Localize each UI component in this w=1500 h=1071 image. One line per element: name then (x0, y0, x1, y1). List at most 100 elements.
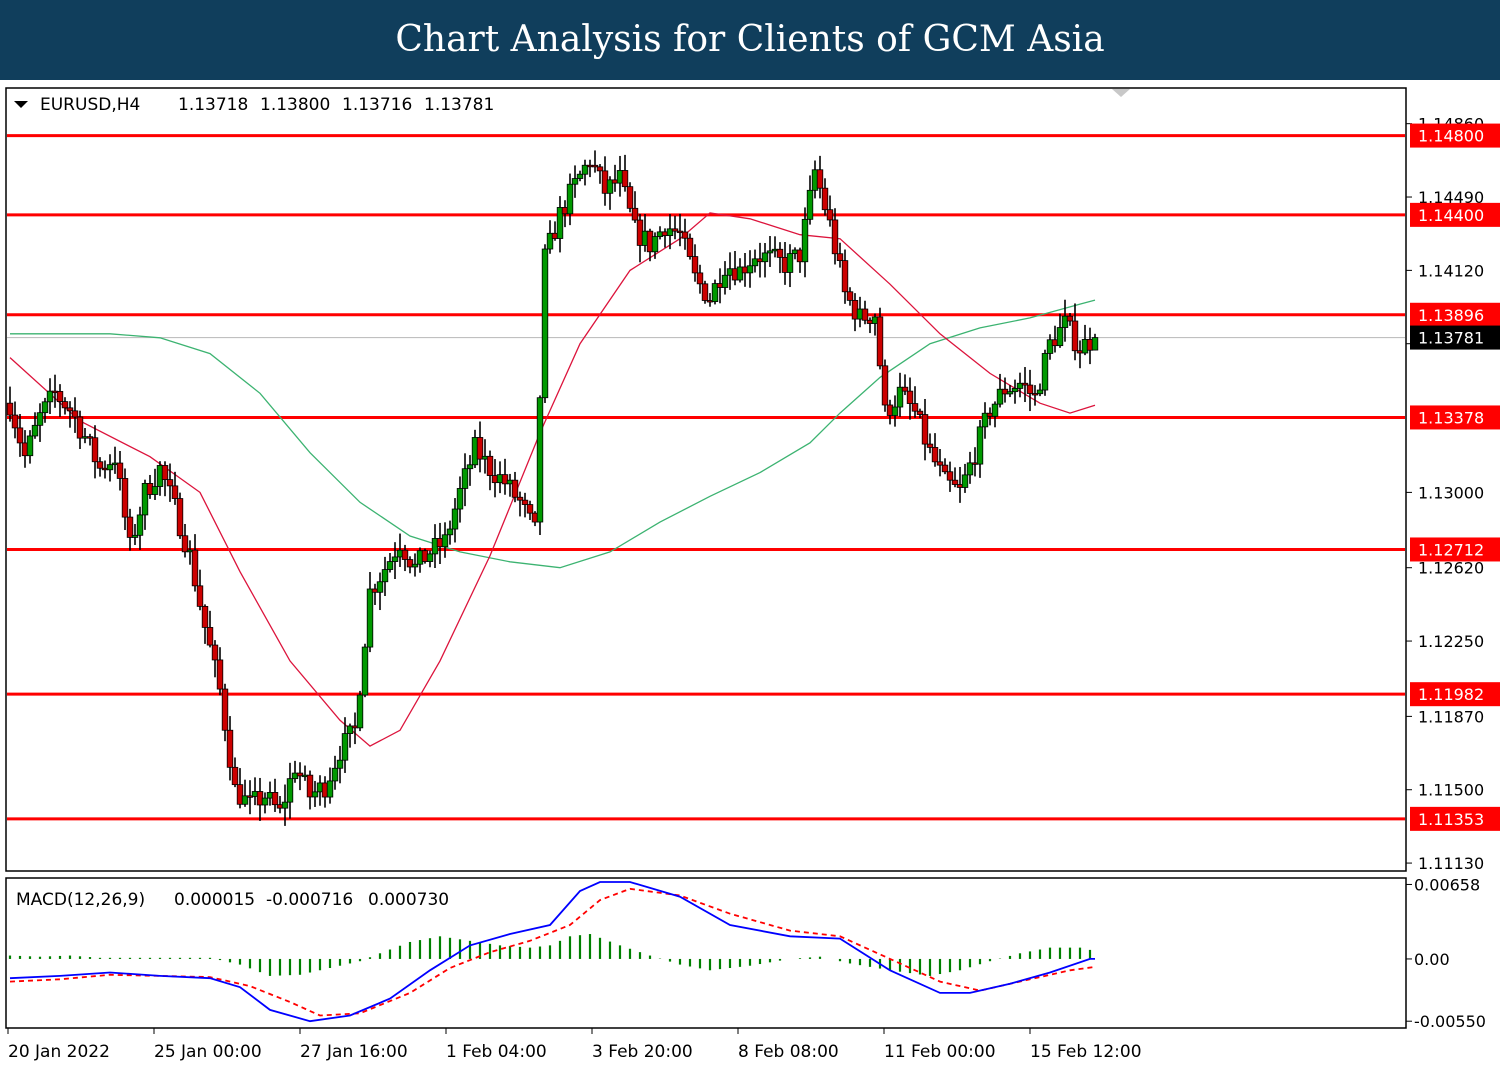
candle-body (356, 694, 364, 729)
candle-body (816, 169, 824, 189)
candle-body (1066, 315, 1074, 322)
candle-body (71, 410, 79, 418)
candle-body (226, 729, 234, 768)
candle-body (516, 496, 524, 501)
candle-body (776, 248, 784, 258)
level-price-label: 1.14400 (1418, 206, 1484, 225)
level-price-label: 1.13896 (1418, 306, 1484, 325)
candle-body (631, 207, 639, 221)
level-price-tag (1410, 537, 1500, 562)
candle-body (511, 479, 519, 498)
price-axis: 1.148601.144901.141201.137501.130001.126… (1406, 115, 1500, 1031)
candle-body (11, 414, 19, 429)
candle-body (526, 504, 534, 514)
candle-body (1031, 393, 1039, 396)
candle-body (911, 403, 919, 412)
candle-body (581, 164, 589, 175)
candle-body (566, 183, 574, 215)
candle-body (751, 258, 759, 267)
level-price-label: 1.13378 (1418, 408, 1484, 427)
macd-panel (5, 877, 1407, 1029)
candle-body (141, 483, 149, 516)
candle-body (486, 455, 494, 476)
candle-body (896, 386, 904, 408)
candle-body (136, 514, 144, 536)
candle-body (1036, 389, 1044, 395)
level-price-tag (1410, 302, 1500, 327)
candle-body (56, 391, 64, 402)
current-price-tag (1410, 325, 1500, 350)
candle-body (996, 388, 1004, 405)
price-tick-label: 1.12620 (1418, 559, 1484, 578)
candle-body (901, 386, 909, 392)
candle-body (921, 414, 929, 445)
candle-body (671, 228, 679, 232)
signal-value: -0.000716 (266, 890, 353, 910)
time-tick-label: 11 Feb 00:00 (884, 1042, 996, 1062)
candle-body (446, 528, 454, 536)
candle-body (76, 416, 84, 439)
candle-body (626, 186, 634, 209)
candle-body (681, 231, 689, 239)
candle-body (336, 759, 344, 769)
candle-body (16, 427, 24, 444)
ohlc-close: 1.13781 (424, 95, 494, 115)
price-panel (5, 87, 1407, 872)
candle-body (596, 166, 604, 172)
price-chart[interactable]: 1.148601.144901.141201.137501.130001.126… (0, 80, 1500, 1071)
candle-body (1071, 320, 1079, 352)
candle-body (271, 792, 279, 806)
time-tick-label: 1 Feb 04:00 (446, 1042, 547, 1062)
candle-body (456, 488, 464, 510)
candle-body (961, 474, 969, 488)
candle-body (926, 443, 934, 448)
candle-body (786, 253, 794, 273)
ohlc-open: 1.13718 (178, 95, 248, 115)
candle-body (461, 468, 469, 489)
candle-body (1011, 388, 1019, 393)
candle-body (836, 253, 844, 262)
candle-body (326, 780, 334, 798)
candlesticks (6, 150, 1099, 826)
candle-body (176, 498, 184, 537)
candle-body (571, 178, 579, 185)
dropdown-icon[interactable] (14, 101, 28, 108)
candle-body (196, 585, 204, 607)
candle-body (381, 569, 389, 583)
current-price-label: 1.13781 (1418, 329, 1484, 348)
candle-body (96, 461, 104, 469)
level-price-tag (1410, 405, 1500, 430)
candle-body (991, 403, 999, 417)
candle-body (541, 248, 549, 399)
candle-body (686, 237, 694, 257)
candle-body (591, 164, 599, 168)
time-tick-label: 25 Jan 00:00 (154, 1042, 262, 1062)
candle-body (391, 556, 399, 562)
macd-tick-label: 0.00 (1414, 950, 1450, 969)
candle-body (651, 236, 659, 253)
price-tick-label: 1.13000 (1418, 483, 1484, 502)
candle-body (341, 733, 349, 761)
candle-body (151, 486, 159, 495)
candle-body (441, 534, 449, 548)
candle-body (216, 659, 224, 690)
candle-body (201, 605, 209, 628)
candle-body (556, 207, 564, 239)
moving-averages (9, 212, 1096, 747)
candle-body (606, 179, 614, 194)
candle-body (26, 435, 34, 457)
candle-body (61, 401, 69, 409)
candle-body (306, 774, 314, 798)
candle-body (6, 402, 14, 416)
level-price-tag (1410, 806, 1500, 831)
ohlc-high: 1.13800 (260, 95, 330, 115)
candle-body (91, 437, 99, 463)
candle-body (941, 464, 949, 473)
candle-body (736, 266, 744, 281)
level-price-label: 1.11353 (1418, 810, 1484, 829)
candle-body (576, 173, 584, 179)
candle-body (311, 791, 319, 798)
candle-body (181, 535, 189, 553)
candle-body (761, 252, 769, 263)
candle-body (221, 688, 229, 731)
